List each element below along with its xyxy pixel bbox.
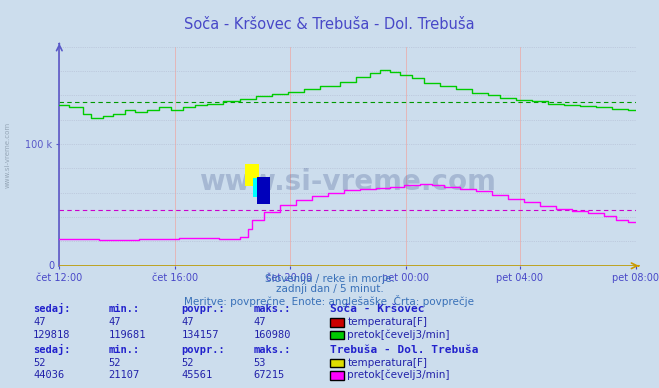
Text: 52: 52 — [181, 358, 194, 368]
Text: 21107: 21107 — [109, 370, 140, 380]
Text: 47: 47 — [109, 317, 121, 327]
Text: 67215: 67215 — [254, 370, 285, 380]
Bar — [253, 178, 264, 197]
Text: 53: 53 — [254, 358, 266, 368]
Text: maks.:: maks.: — [254, 345, 291, 355]
Text: www.si-vreme.com: www.si-vreme.com — [199, 168, 496, 196]
Text: Soča - Kršovec: Soča - Kršovec — [330, 304, 424, 314]
Text: 44036: 44036 — [33, 370, 64, 380]
Bar — [244, 164, 258, 186]
Text: 47: 47 — [254, 317, 266, 327]
Text: min.:: min.: — [109, 345, 140, 355]
Text: povpr.:: povpr.: — [181, 345, 225, 355]
Text: 45561: 45561 — [181, 370, 212, 380]
Text: Trebuša - Dol. Trebuša: Trebuša - Dol. Trebuša — [330, 345, 478, 355]
Text: Slovenija / reke in morje.: Slovenija / reke in morje. — [264, 274, 395, 284]
Text: sedaj:: sedaj: — [33, 344, 71, 355]
Bar — [257, 177, 270, 204]
Text: 134157: 134157 — [181, 329, 219, 340]
Text: Meritve: povprečne  Enote: anglešaške  Črta: povprečje: Meritve: povprečne Enote: anglešaške Črt… — [185, 295, 474, 307]
Text: sedaj:: sedaj: — [33, 303, 71, 314]
Text: 52: 52 — [33, 358, 45, 368]
Text: 129818: 129818 — [33, 329, 71, 340]
Text: povpr.:: povpr.: — [181, 304, 225, 314]
Text: Soča - Kršovec & Trebuša - Dol. Trebuša: Soča - Kršovec & Trebuša - Dol. Trebuša — [184, 17, 475, 33]
Text: 160980: 160980 — [254, 329, 291, 340]
Text: maks.:: maks.: — [254, 304, 291, 314]
Text: 119681: 119681 — [109, 329, 146, 340]
Text: temperatura[F]: temperatura[F] — [347, 317, 427, 327]
Text: 47: 47 — [33, 317, 45, 327]
Text: 0: 0 — [49, 261, 55, 271]
Text: pretok[čevelj3/min]: pretok[čevelj3/min] — [347, 370, 450, 380]
Text: pretok[čevelj3/min]: pretok[čevelj3/min] — [347, 329, 450, 340]
Text: 47: 47 — [181, 317, 194, 327]
Text: zadnji dan / 5 minut.: zadnji dan / 5 minut. — [275, 284, 384, 294]
Text: www.si-vreme.com: www.si-vreme.com — [5, 122, 11, 188]
Text: min.:: min.: — [109, 304, 140, 314]
Text: temperatura[F]: temperatura[F] — [347, 358, 427, 368]
Text: 52: 52 — [109, 358, 121, 368]
